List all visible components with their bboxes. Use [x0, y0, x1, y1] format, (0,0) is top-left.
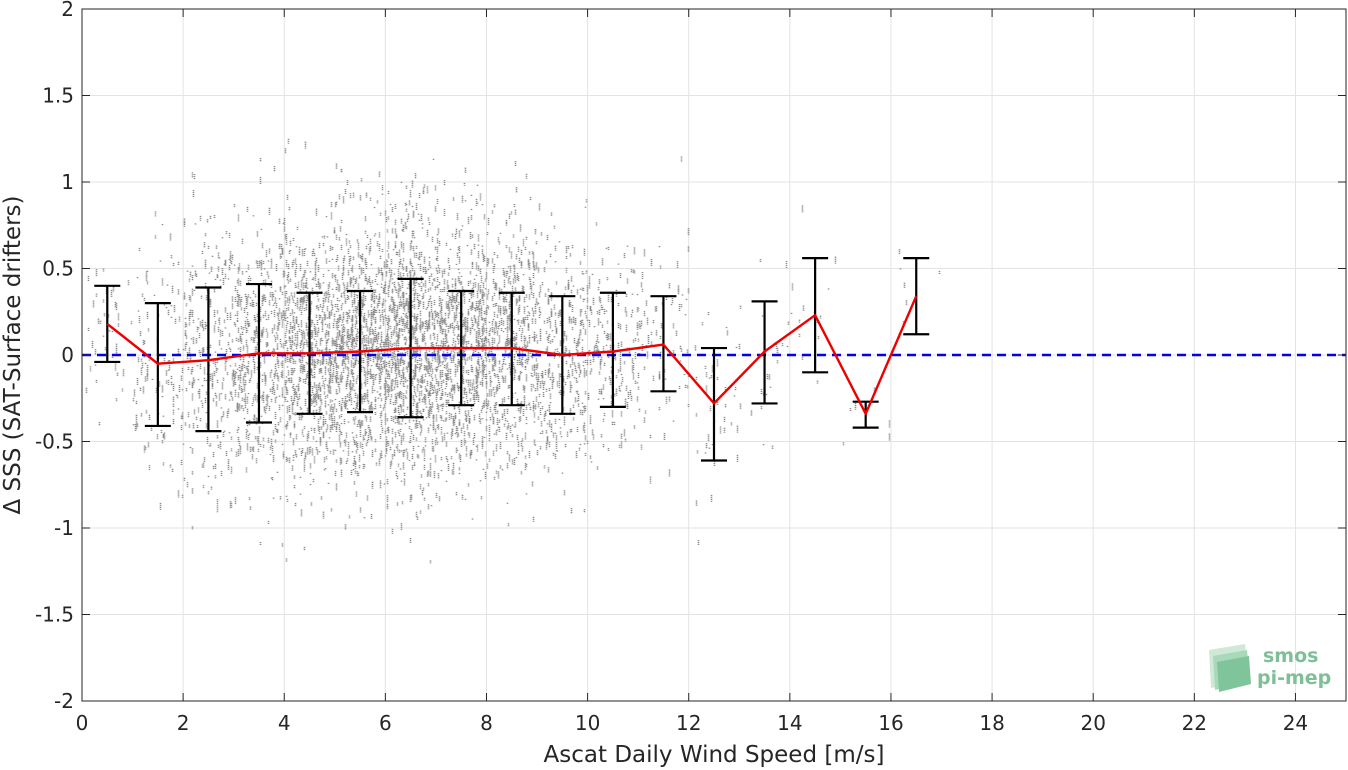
y-axis-label: Δ SSS (SAT-Surface drifters) — [0, 196, 26, 515]
binned-mean-line — [106, 295, 918, 415]
y-tick-label: 0.5 — [42, 257, 74, 281]
x-tick-label: 6 — [379, 711, 392, 735]
x-tick-label: 14 — [777, 711, 802, 735]
x-tick-label: 0 — [76, 711, 89, 735]
x-tick-label: 18 — [979, 711, 1004, 735]
logo-text-smos: smos — [1263, 645, 1318, 667]
x-tick-label: 22 — [1182, 711, 1207, 735]
scatter-points — [85, 138, 941, 564]
error-bar — [903, 257, 930, 336]
x-tick-label: 4 — [278, 711, 291, 735]
error-bar — [94, 284, 121, 364]
error-bar — [599, 291, 626, 408]
x-tick-labels: 0 2 4 6 8 10 12 14 16 18 20 22 24 — [76, 9, 1308, 735]
x-tick-label: 10 — [575, 711, 600, 735]
y-tick-label: -1 — [54, 516, 74, 540]
y-tick-label: 2 — [61, 0, 74, 21]
y-tick-label: -2 — [54, 689, 74, 713]
y-tick-labels: -2 -1.5 -1 -0.5 0 0.5 1 1.5 2 — [35, 0, 1346, 713]
x-axis-label: Ascat Daily Wind Speed [m/s] — [544, 742, 885, 768]
x-tick-label: 16 — [878, 711, 903, 735]
x-tick-label: 12 — [676, 711, 701, 735]
y-tick-label: 0 — [61, 343, 74, 367]
x-tick-label: 8 — [480, 711, 493, 735]
logo-icon — [1209, 644, 1251, 692]
x-tick-label: 2 — [177, 711, 190, 735]
y-tick-label: -0.5 — [35, 430, 74, 454]
logo-text-pimep: pi-mep — [1257, 667, 1331, 689]
mean-polyline — [106, 295, 918, 415]
y-tick-label: 1.5 — [42, 84, 74, 108]
y-tick-label: -1.5 — [35, 603, 74, 627]
x-tick-label: 24 — [1283, 711, 1308, 735]
smos-pi-mep-logo: smos pi-mep — [1209, 644, 1331, 692]
x-tick-label: 20 — [1080, 711, 1105, 735]
y-tick-label: 1 — [61, 170, 74, 194]
